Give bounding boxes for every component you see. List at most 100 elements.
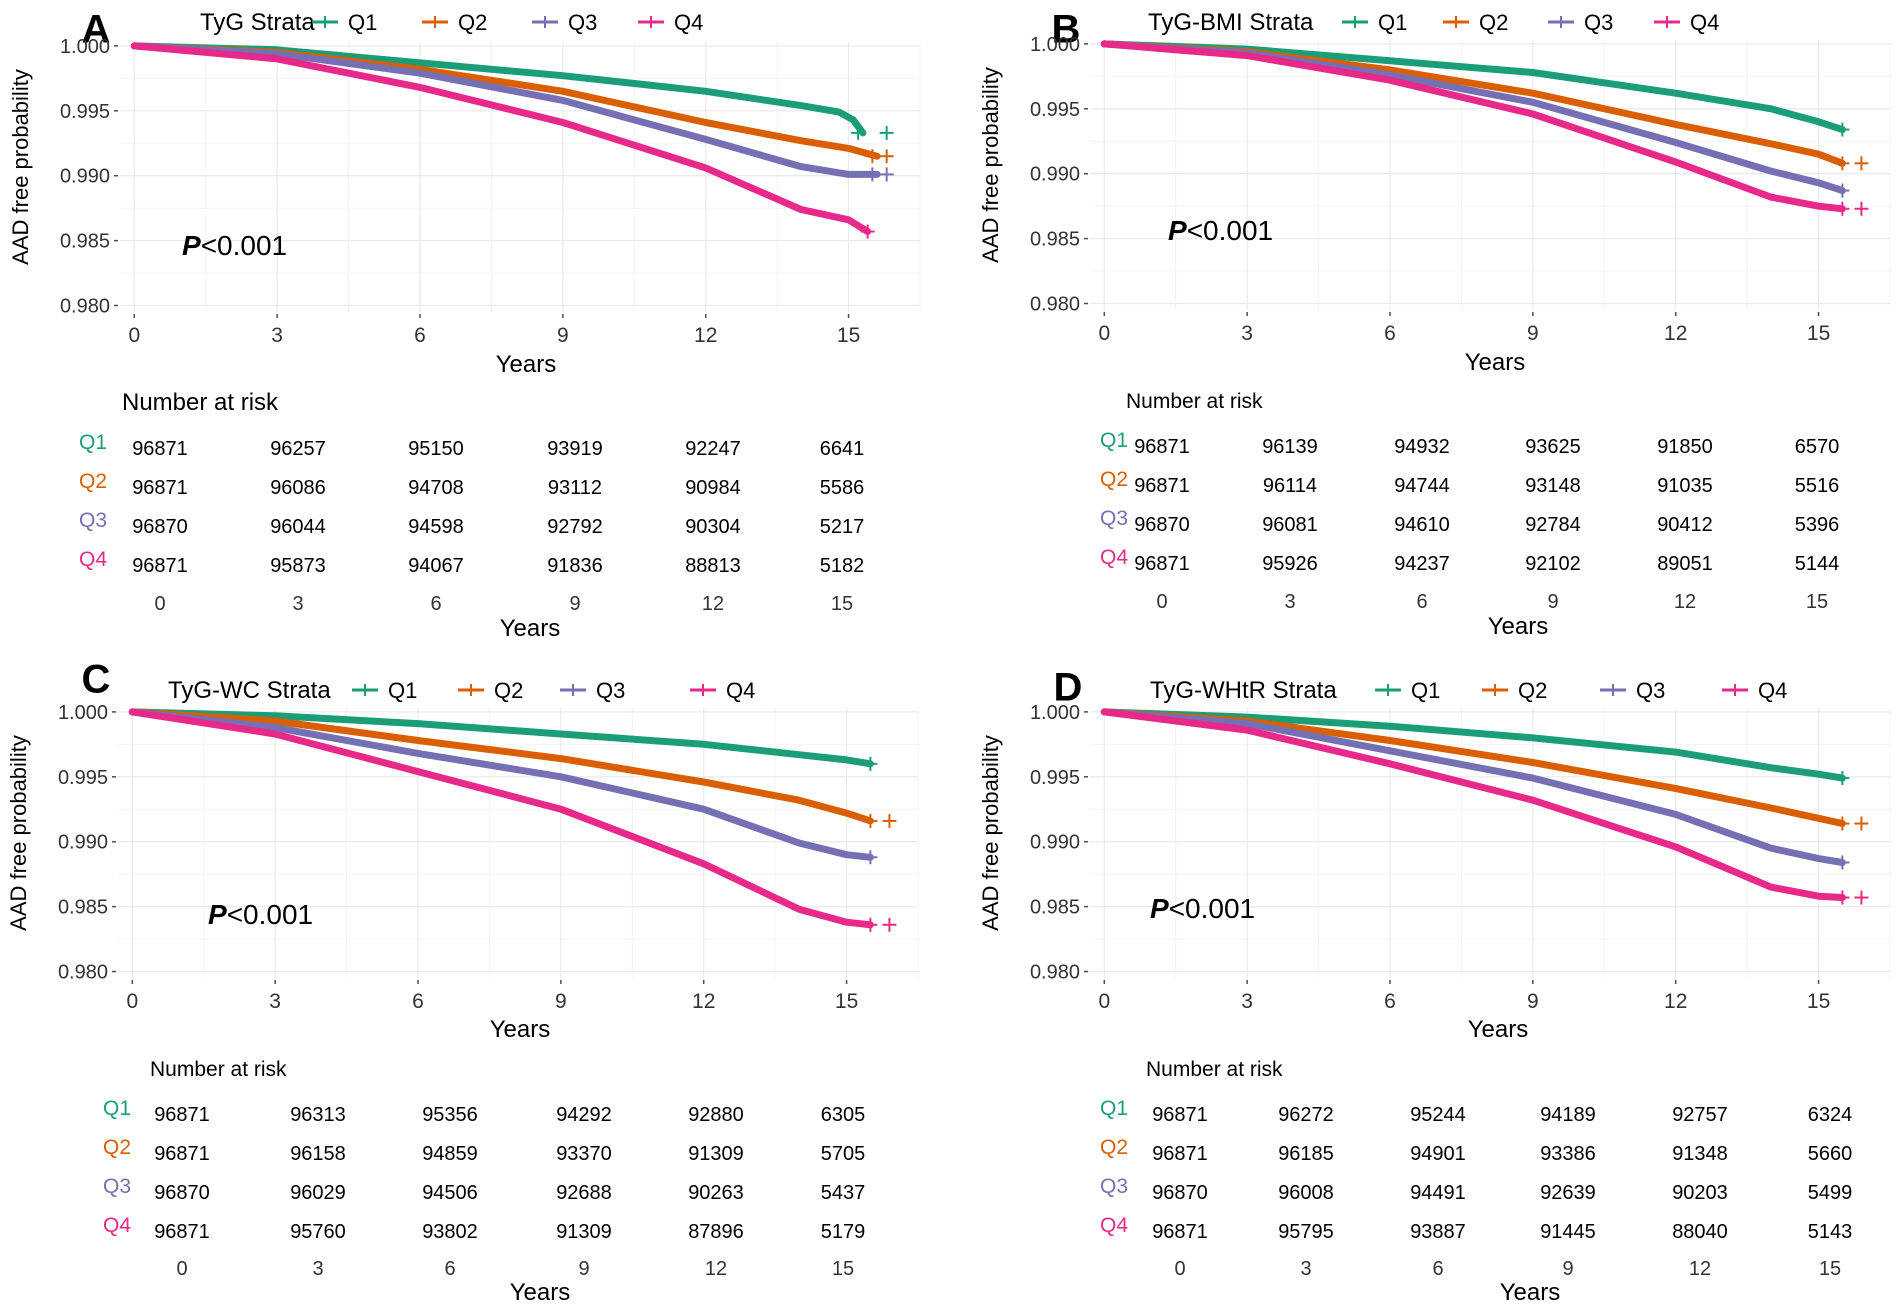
risk-x-tick-label: 0: [176, 1258, 187, 1280]
risk-x-tick-label: 15: [832, 1258, 854, 1280]
x-axis-label: Years: [490, 1016, 551, 1043]
legend-label-q1: Q1: [1378, 10, 1407, 35]
risk-cell: 96871: [132, 555, 188, 577]
risk-cell: 90412: [1657, 514, 1713, 536]
risk-cell: 91850: [1657, 436, 1713, 458]
y-tick-label: 0.980: [1030, 962, 1080, 984]
risk-cell: 87896: [688, 1221, 744, 1243]
legend-label-q1: Q1: [348, 10, 377, 35]
risk-row-label-q3: Q3: [1100, 1175, 1128, 1198]
panel-letter: B: [1052, 8, 1081, 52]
x-tick-label: 6: [414, 324, 426, 347]
y-tick-label: 0.980: [60, 296, 110, 318]
risk-cell: 92688: [556, 1182, 612, 1204]
grid: [120, 42, 921, 312]
x-tick-label: 3: [271, 324, 283, 347]
risk-x-tick-label: 6: [1432, 1258, 1443, 1280]
risk-cell: 93919: [547, 438, 603, 460]
risk-x-tick-label: 12: [1674, 591, 1696, 613]
x-tick-label: 3: [1241, 990, 1253, 1013]
legend-label-q4: Q4: [726, 678, 755, 703]
risk-cell: 96008: [1278, 1182, 1334, 1204]
risk-row-label-q3: Q3: [79, 509, 107, 532]
risk-x-tick-label: 6: [444, 1258, 455, 1280]
risk-table-title: Number at risk: [1146, 1058, 1283, 1081]
risk-cell: 94859: [422, 1143, 478, 1165]
risk-cell: 96081: [1262, 514, 1318, 536]
risk-cell: 6570: [1795, 436, 1840, 458]
risk-cell: 96871: [154, 1143, 210, 1165]
x-tick-label: 15: [837, 324, 860, 347]
risk-cell: 92102: [1525, 553, 1581, 575]
risk-cell: 5396: [1795, 514, 1840, 536]
series-line-q4: [128, 708, 874, 929]
risk-x-tick-label: 12: [702, 593, 724, 615]
risk-x-tick-label: 9: [1547, 591, 1558, 613]
p-value-rest: <0.001: [1169, 893, 1255, 924]
y-tick-label: 1.000: [1030, 34, 1080, 56]
y-tick-label: 0.990: [1030, 164, 1080, 186]
risk-table: Number at risk Q1 96871 96139 94932 93625 9185…: [1100, 390, 1839, 640]
y-tick-label: 1.000: [60, 36, 110, 58]
risk-table-title: Number at risk: [150, 1058, 287, 1081]
risk-row-label-q1: Q1: [1100, 1097, 1128, 1120]
risk-row-label-q4: Q4: [1100, 1214, 1128, 1237]
risk-cell: 91348: [1672, 1143, 1728, 1165]
risk-cell: 93802: [422, 1221, 478, 1243]
risk-row-label-q4: Q4: [103, 1214, 131, 1237]
risk-x-tick-label: 9: [569, 593, 580, 615]
risk-cell: 93370: [556, 1143, 612, 1165]
risk-cell: 95150: [408, 438, 464, 460]
x-tick-label: 6: [412, 990, 424, 1013]
risk-cell: 94744: [1394, 475, 1450, 497]
legend-label-q4: Q4: [1758, 678, 1787, 703]
risk-cell: 96871: [1134, 553, 1190, 575]
risk-cell: 5660: [1808, 1143, 1853, 1165]
p-value-letter: P: [1168, 215, 1187, 246]
x-tick-label: 12: [1664, 990, 1687, 1013]
x-tick-label: 9: [557, 324, 569, 347]
risk-cell: 90263: [688, 1182, 744, 1204]
y-tick-label: 0.990: [58, 832, 108, 854]
risk-cell: 94237: [1394, 553, 1450, 575]
legend-label-q2: Q2: [458, 10, 487, 35]
y-tick-label: 0.985: [58, 897, 108, 919]
risk-cell: 90984: [685, 477, 741, 499]
risk-cell: 95795: [1278, 1221, 1334, 1243]
risk-cell: 6305: [821, 1104, 866, 1126]
risk-x-tick-label: 15: [1819, 1258, 1841, 1280]
risk-x-tick-label: 6: [430, 593, 441, 615]
y-axis-label: AAD free probability: [978, 735, 1003, 931]
risk-x-tick-label: 12: [705, 1258, 727, 1280]
legend-label-q2: Q2: [1518, 678, 1547, 703]
y-tick-label: 0.985: [1030, 229, 1080, 251]
risk-cell: 6641: [820, 438, 865, 460]
risk-cell: 91836: [547, 555, 603, 577]
panel-b: B TyG-BMI Strata Q1 Q2 Q3 Q4 1.000 0.995 0.990 0.…: [978, 8, 1891, 640]
risk-x-tick-label: 3: [312, 1258, 323, 1280]
risk-cell: 93625: [1525, 436, 1581, 458]
risk-cell: 96272: [1278, 1104, 1334, 1126]
risk-cell: 89051: [1657, 553, 1713, 575]
risk-cell: 96871: [132, 477, 188, 499]
risk-x-axis-label: Years: [500, 615, 561, 642]
y-tick-label: 0.995: [60, 101, 110, 123]
risk-cell: 91309: [688, 1143, 744, 1165]
risk-cell: 5705: [821, 1143, 866, 1165]
risk-x-axis-label: Years: [510, 1279, 571, 1304]
risk-row-label-q4: Q4: [79, 548, 107, 571]
risk-cell: 96871: [132, 438, 188, 460]
risk-cell: 5179: [821, 1221, 866, 1243]
legend: TyG-BMI Strata Q1 Q2 Q3 Q4: [1148, 9, 1719, 36]
risk-cell: 91309: [556, 1221, 612, 1243]
legend-label-q3: Q3: [1636, 678, 1665, 703]
risk-row-label-q2: Q2: [79, 470, 107, 493]
grid: [1090, 40, 1891, 310]
risk-cell: 96029: [290, 1182, 346, 1204]
risk-cell: 96870: [1134, 514, 1190, 536]
series-line-q4: [130, 42, 872, 235]
x-tick-label: 3: [269, 990, 281, 1013]
y-axis-label: AAD free probability: [978, 67, 1003, 263]
risk-cell: 5144: [1795, 553, 1840, 575]
